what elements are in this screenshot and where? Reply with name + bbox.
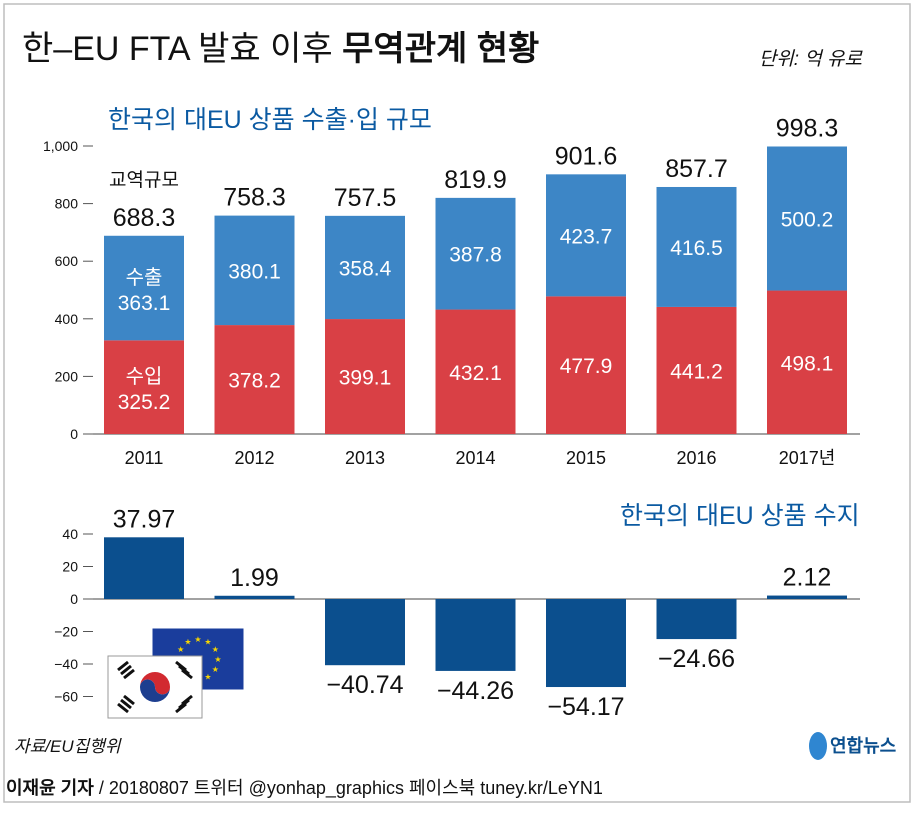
balance-value-label: 1.99 [230, 564, 279, 592]
import-bar [435, 309, 516, 434]
export-value-label: 500.2 [781, 209, 834, 232]
import-bar [104, 340, 184, 434]
eu-star-icon: ★ [194, 635, 201, 644]
total-value-label: 998.3 [776, 114, 839, 142]
export-bar [435, 197, 516, 310]
footer-credit: 이재윤 기자 / 20180807 트위터 @yonhap_graphics 페… [6, 778, 603, 799]
legend-import: 수입 [126, 365, 163, 388]
import-value-label: 477.9 [560, 355, 613, 378]
x-tick-label: 2016 [676, 448, 716, 468]
balance-value-label: 37.97 [113, 505, 176, 533]
import-value-label: 399.1 [339, 367, 392, 390]
y-tick-label: −20 [54, 624, 78, 640]
balance-value-label: −24.66 [658, 645, 735, 673]
import-value-label: 432.1 [449, 362, 502, 385]
total-value-label: 758.3 [223, 184, 286, 212]
x-tick-label: 2013 [345, 448, 385, 468]
y-tick-label: 600 [55, 253, 79, 269]
y-tick-label: 0 [70, 591, 78, 607]
main-title: 한–EU FTA 발효 이후 무역관계 현황 [22, 30, 539, 68]
import-bar [546, 296, 626, 434]
eu-star-icon: ★ [204, 638, 211, 647]
eu-star-icon: ★ [212, 665, 219, 674]
balance-bar [767, 595, 847, 599]
import-bar [325, 319, 405, 434]
export-value-label: 380.1 [228, 260, 281, 283]
balance-value-label: −44.26 [437, 677, 514, 705]
import-value-label: 325.2 [118, 391, 171, 414]
eu-star-icon: ★ [212, 645, 219, 654]
y-tick-label: −40 [54, 656, 78, 672]
export-bar [104, 235, 184, 341]
eu-star-icon: ★ [214, 655, 221, 664]
import-bar [767, 290, 847, 434]
main-title-regular: 한–EU FTA 발효 이후 [22, 30, 342, 68]
eu-star-icon: ★ [177, 645, 184, 654]
logo-text: 연합뉴스 [830, 735, 896, 756]
eu-star-icon: ★ [184, 638, 191, 647]
balance-value-label: −54.17 [547, 693, 624, 721]
export-bar [767, 146, 847, 291]
legend-export: 수출 [126, 266, 163, 289]
total-value-label: 819.9 [444, 166, 507, 194]
balance-value-label: 2.12 [783, 564, 832, 592]
total-value-label: 757.5 [334, 184, 397, 212]
footer-author: 이재윤 기자 [6, 778, 94, 798]
korea-flag-icon [107, 655, 203, 719]
balance-bar [435, 599, 516, 671]
source-label: 자료/EU집행위 [14, 737, 122, 756]
export-bar [214, 215, 295, 326]
y-tick-label: 40 [62, 526, 78, 542]
x-tick-label: 2011 [125, 448, 164, 468]
import-bar [214, 325, 295, 434]
eu-star-icon: ★ [204, 672, 211, 681]
import-bar [656, 306, 737, 434]
export-bar [656, 186, 737, 307]
total-value-label: 857.7 [665, 155, 728, 183]
x-tick-label: 2015 [566, 448, 606, 468]
balance-bar [325, 599, 405, 666]
y-tick-label: 20 [62, 559, 78, 575]
yonhap-logo: 연합뉴스 [809, 732, 896, 760]
total-value-label: 901.6 [555, 142, 618, 170]
y-tick-label: 800 [55, 196, 79, 212]
export-value-label: 363.1 [118, 292, 171, 315]
main-title-bold: 무역관계 현황 [342, 30, 539, 68]
y-tick-label: 200 [55, 368, 79, 384]
unit-label: 단위: 억 유로 [759, 49, 864, 70]
balance-bar [214, 595, 295, 599]
y-tick-label: 400 [55, 311, 79, 327]
x-tick-label: 2012 [234, 448, 274, 468]
top-chart-title: 한국의 대EU 상품 수출·입 규모 [108, 106, 432, 134]
import-value-label: 378.2 [228, 370, 281, 393]
balance-bar [104, 537, 184, 599]
legend-total: 교역규모 [109, 169, 179, 191]
x-tick-label: 2014 [455, 448, 495, 468]
footer-rest: / 20180807 트위터 @yonhap_graphics 페이스북 tun… [94, 778, 603, 799]
import-value-label: 498.1 [781, 352, 834, 375]
x-tick-label: 2017년 [779, 448, 836, 468]
balance-bar [656, 599, 737, 640]
export-bar [546, 174, 626, 297]
y-tick-label: 0 [70, 426, 78, 442]
export-value-label: 387.8 [449, 244, 502, 267]
balance-bar [546, 599, 626, 688]
export-bar [325, 215, 405, 320]
export-value-label: 423.7 [560, 225, 613, 248]
balance-value-label: −40.74 [326, 671, 403, 699]
export-value-label: 358.4 [339, 257, 392, 280]
bottom-chart-title: 한국의 대EU 상품 수지 [620, 502, 860, 530]
total-value-label: 688.3 [113, 204, 176, 232]
import-value-label: 441.2 [670, 360, 723, 383]
y-tick-label: −60 [54, 689, 78, 705]
y-tick-label: 1,000 [43, 138, 78, 154]
export-value-label: 416.5 [670, 237, 723, 260]
